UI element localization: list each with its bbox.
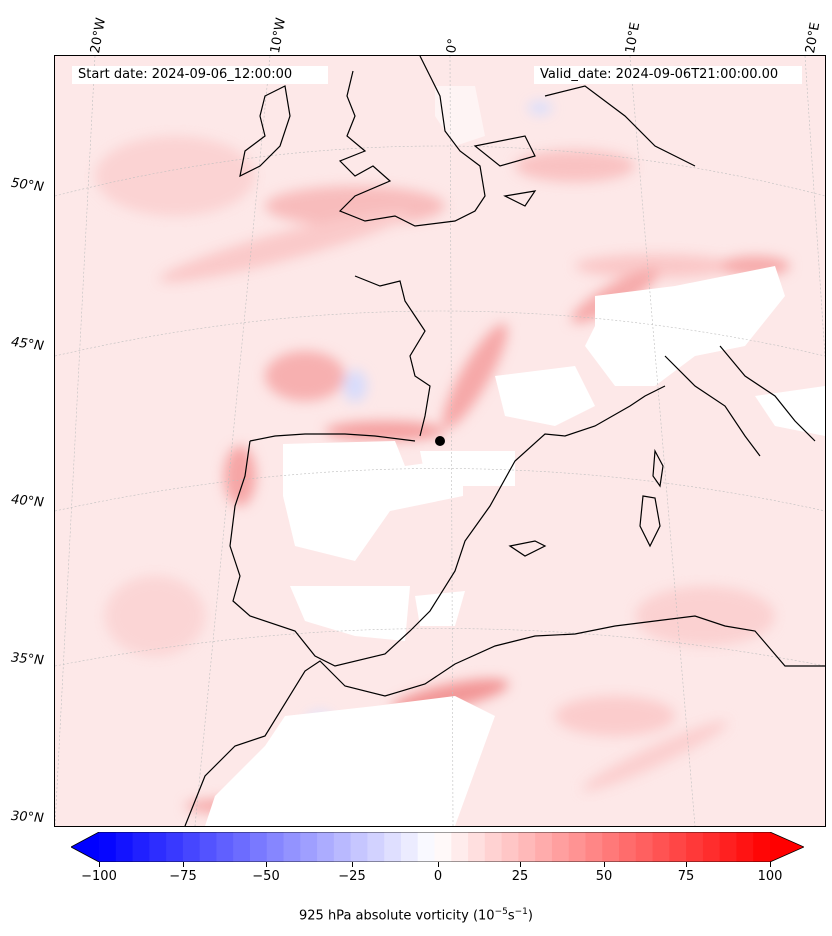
colorbar-segment bbox=[266, 832, 285, 862]
colorbar-segment bbox=[753, 832, 771, 862]
colorbar-segment bbox=[635, 832, 654, 862]
colorbar-tick bbox=[183, 862, 184, 867]
colorbar-segment bbox=[317, 832, 335, 862]
colorbar-segment bbox=[233, 832, 251, 862]
colorbar-segment bbox=[132, 832, 150, 862]
colorbar-segment bbox=[468, 832, 486, 862]
colorbar-segment bbox=[669, 832, 687, 862]
graticule bbox=[55, 56, 825, 826]
colorbar-segment bbox=[249, 832, 268, 862]
colorbar-segment bbox=[367, 832, 385, 862]
colorbar-tick-label: −50 bbox=[252, 869, 280, 884]
colorbar-tick bbox=[352, 862, 353, 867]
colorbar-extend-max bbox=[770, 832, 804, 862]
colorbar-title-exponent: −5 bbox=[494, 907, 508, 917]
map-panel bbox=[54, 55, 826, 827]
colorbar-segment bbox=[300, 832, 318, 862]
lon-label-0: 0° bbox=[444, 37, 462, 55]
lon-label-10e: 10°E bbox=[623, 21, 644, 55]
lon-label-20w: 20°W bbox=[88, 16, 110, 55]
colorbar bbox=[70, 831, 805, 863]
colorbar-tick-label: −100 bbox=[81, 869, 117, 884]
lat-label-40n: 40°N bbox=[10, 492, 45, 511]
lat-label-50n: 50°N bbox=[10, 175, 45, 196]
colorbar-tick-label: 50 bbox=[595, 869, 613, 884]
colorbar-segment bbox=[417, 832, 436, 862]
colorbar-segment bbox=[400, 832, 419, 862]
colorbar-segment bbox=[585, 832, 603, 862]
valid-date-banner: Valid_date: 2024-09-06T21:00:00.00 bbox=[534, 66, 802, 84]
colorbar-tick bbox=[520, 862, 521, 867]
vorticity-field-map bbox=[55, 56, 825, 826]
colorbar-segment bbox=[149, 832, 167, 862]
colorbar-segment bbox=[568, 832, 587, 862]
colorbar-segment bbox=[484, 832, 503, 862]
colorbar-segment bbox=[99, 832, 117, 862]
lon-label-20e: 20°E bbox=[803, 21, 824, 55]
colorbar-segment bbox=[333, 832, 352, 862]
colorbar-segment bbox=[652, 832, 670, 862]
colorbar-title-close: ) bbox=[527, 908, 533, 924]
colorbar-segment bbox=[182, 832, 201, 862]
colorbar-title-text: 925 hPa absolute vorticity (10 bbox=[299, 908, 495, 924]
colorbar-segment bbox=[451, 832, 469, 862]
neutral-areas bbox=[205, 86, 825, 826]
colorbar-segment bbox=[518, 832, 536, 862]
colorbar-segment bbox=[702, 832, 721, 862]
colorbar-tick bbox=[99, 862, 100, 867]
colorbar-tick bbox=[266, 862, 267, 867]
colorbar-title-exponent-2: −1 bbox=[514, 907, 528, 917]
colorbar-segment bbox=[166, 832, 184, 862]
storm-center-marker bbox=[435, 436, 445, 446]
colorbar-tick-label: 100 bbox=[757, 869, 783, 884]
colorbar-tick bbox=[438, 862, 439, 867]
colorbar-tick bbox=[686, 862, 687, 867]
colorbar-title: 925 hPa absolute vorticity (10−5s−1) bbox=[0, 907, 832, 923]
colorbar-segment bbox=[283, 832, 301, 862]
lat-label-45n: 45°N bbox=[10, 334, 45, 355]
lat-label-30n: 30°N bbox=[10, 808, 45, 827]
coastlines bbox=[184, 56, 825, 826]
colorbar-segment bbox=[619, 832, 637, 862]
colorbar-segment bbox=[384, 832, 402, 862]
colorbar-segment bbox=[115, 832, 134, 862]
colorbar-segment bbox=[501, 832, 519, 862]
colorbar-segment bbox=[199, 832, 218, 862]
colorbar-segment bbox=[602, 832, 620, 862]
colorbar-tick-label: 0 bbox=[433, 869, 443, 884]
colorbar-segment bbox=[350, 832, 368, 862]
colorbar-extend-min bbox=[71, 832, 99, 862]
colorbar-segment bbox=[551, 832, 570, 862]
colorbar-tick bbox=[770, 862, 771, 867]
lat-label-35n: 35°N bbox=[10, 650, 45, 669]
colorbar-segment bbox=[686, 832, 704, 862]
lon-label-10w: 10°W bbox=[268, 16, 290, 55]
colorbar-tick-label: 75 bbox=[677, 869, 695, 884]
colorbar-bar bbox=[70, 831, 805, 863]
colorbar-tick bbox=[604, 862, 605, 867]
valid-date-text: Valid_date: 2024-09-06T21:00:00.00 bbox=[540, 67, 779, 82]
colorbar-tick-label: 25 bbox=[511, 869, 529, 884]
colorbar-segment bbox=[535, 832, 553, 862]
start-date-text: Start date: 2024-09-06_12:00:00 bbox=[78, 67, 293, 82]
colorbar-segment bbox=[719, 832, 738, 862]
colorbar-segment bbox=[434, 832, 452, 862]
colorbar-tick-label: −75 bbox=[169, 869, 197, 884]
colorbar-title-unit: s bbox=[507, 908, 515, 924]
colorbar-segment bbox=[216, 832, 234, 862]
start-date-banner: Start date: 2024-09-06_12:00:00 bbox=[72, 66, 328, 84]
colorbar-tick-label: −25 bbox=[338, 869, 366, 884]
colorbar-segment bbox=[736, 832, 754, 862]
